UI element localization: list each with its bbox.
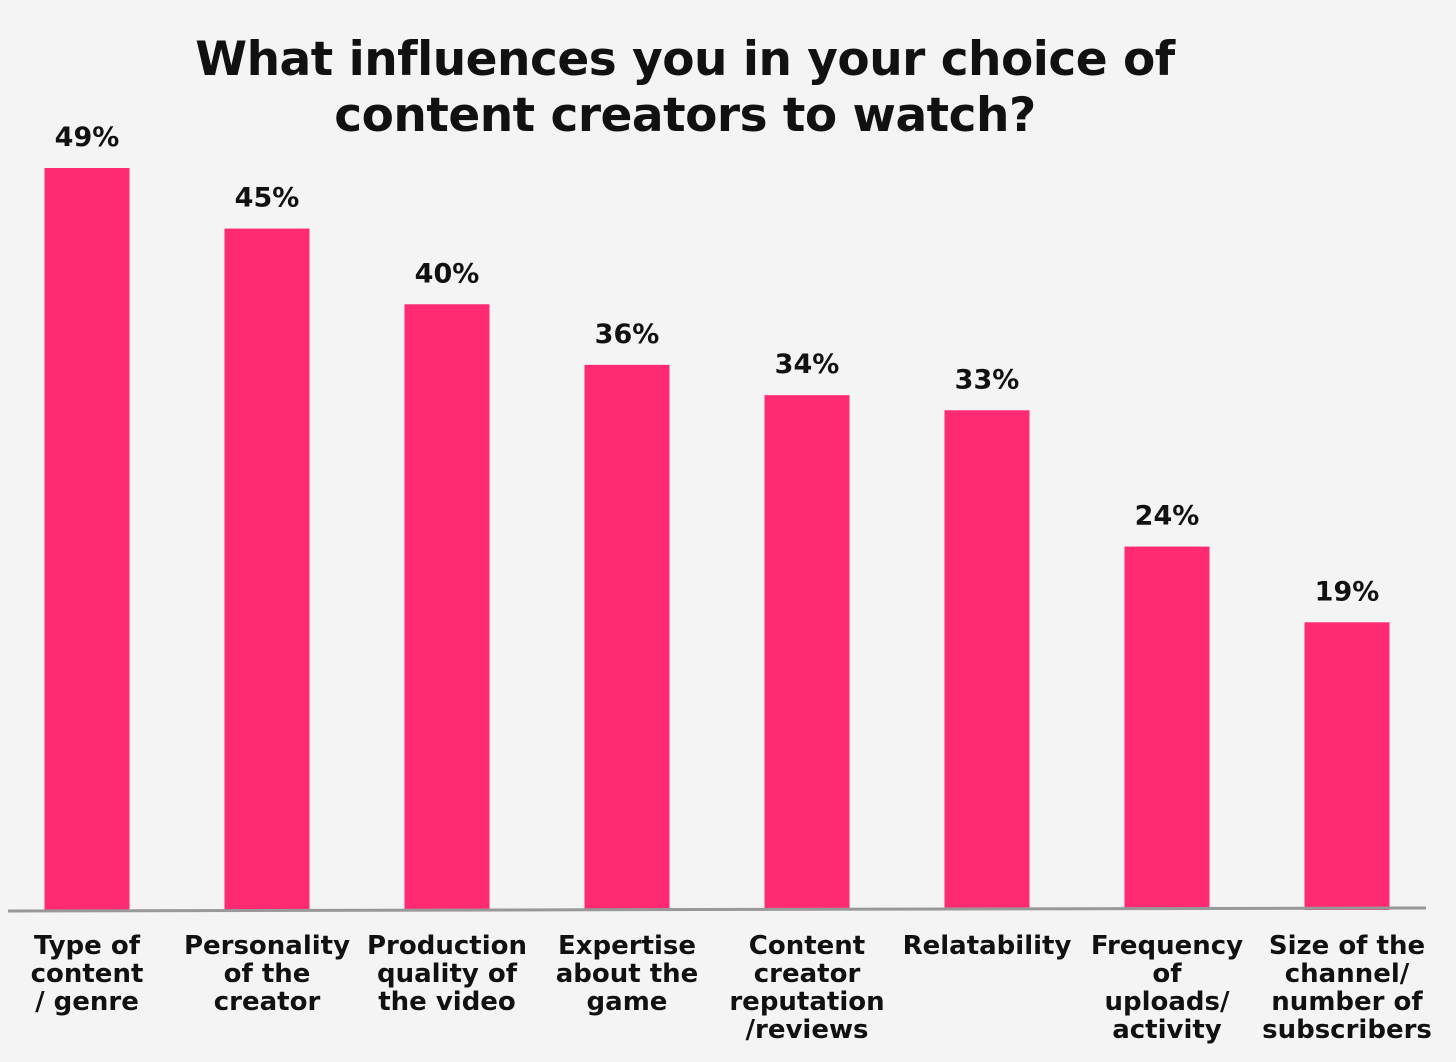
bar-2 — [404, 304, 490, 910]
value-label-3: 36% — [595, 319, 660, 350]
category-label-7: Size of the channel/ number of subscribe… — [1262, 931, 1432, 1045]
category-label-2: Production quality of the video — [367, 931, 527, 1017]
value-label-0: 49% — [55, 122, 120, 153]
value-label-1: 45% — [235, 183, 300, 214]
category-label-6: Frequency of uploads/ activity — [1090, 931, 1244, 1045]
bar-3 — [584, 364, 670, 910]
category-label-4: Content creator reputation /reviews — [729, 931, 885, 1045]
bar-5 — [944, 410, 1030, 910]
value-label-4: 34% — [775, 349, 840, 380]
bar-1 — [224, 228, 310, 911]
category-label-1: Personality of the creator — [183, 931, 351, 1017]
value-label-6: 24% — [1135, 501, 1200, 532]
bar-0 — [44, 168, 130, 910]
value-label-7: 19% — [1315, 576, 1380, 607]
value-label-2: 40% — [415, 258, 480, 289]
chart-title: What influences you in your choice of co… — [195, 32, 1175, 143]
value-label-5: 33% — [955, 364, 1020, 395]
category-label-3: Expertise about the game — [555, 931, 699, 1017]
bar-6 — [1124, 546, 1210, 910]
category-label-0: Type of content / genre — [30, 931, 144, 1017]
x-axis-line — [7, 906, 1427, 913]
bar-4 — [764, 395, 850, 911]
category-label-5: Relatability — [902, 931, 1072, 961]
bar-7 — [1304, 622, 1390, 910]
